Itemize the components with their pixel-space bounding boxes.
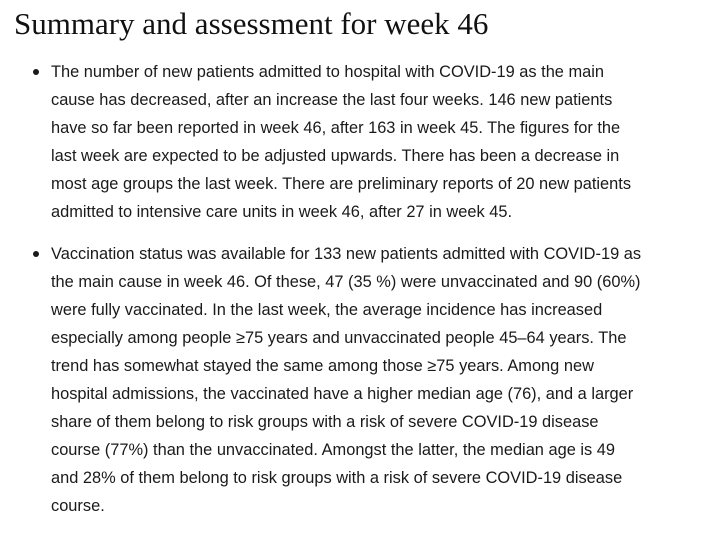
text-line: most age groups the last week. There are… — [51, 175, 632, 193]
bullet-item-admissions: The number of new patients admitted to h… — [14, 58, 700, 226]
text-line: The number of new patients admitted to h… — [51, 63, 605, 81]
summary-list: The number of new patients admitted to h… — [14, 58, 700, 520]
text-line: course. — [51, 497, 105, 515]
bullet-item-vaccination: Vaccination status was available for 133… — [14, 240, 700, 520]
document: Summary and assessment for week 46 The n… — [14, 0, 700, 534]
bullet-dot-icon — [33, 69, 39, 75]
page-title: Summary and assessment for week 46 — [14, 6, 489, 41]
text-line: hospital admissions, the vaccinated have… — [51, 385, 634, 403]
text-line: last week are expected to be adjusted up… — [51, 147, 620, 165]
text-line: and 28% of them belong to risk groups wi… — [51, 469, 623, 487]
text-line: course (77%) than the unvaccinated. Amon… — [51, 441, 616, 459]
text-line: cause has decreased, after an increase t… — [51, 91, 613, 109]
text-line: Vaccination status was available for 133… — [51, 245, 642, 263]
text-line: admitted to intensive care units in week… — [51, 203, 513, 221]
text-line: share of them belong to risk groups with… — [51, 413, 599, 431]
text-line: especially among people ≥75 years and un… — [51, 329, 627, 347]
text-line: have so far been reported in week 46, af… — [51, 119, 621, 137]
text-line: the main cause in week 46. Of these, 47 … — [51, 273, 641, 291]
text-line: were fully vaccinated. In the last week,… — [51, 301, 603, 319]
bullet-dot-icon — [33, 251, 39, 257]
text-line: trend has somewhat stayed the same among… — [51, 357, 594, 375]
